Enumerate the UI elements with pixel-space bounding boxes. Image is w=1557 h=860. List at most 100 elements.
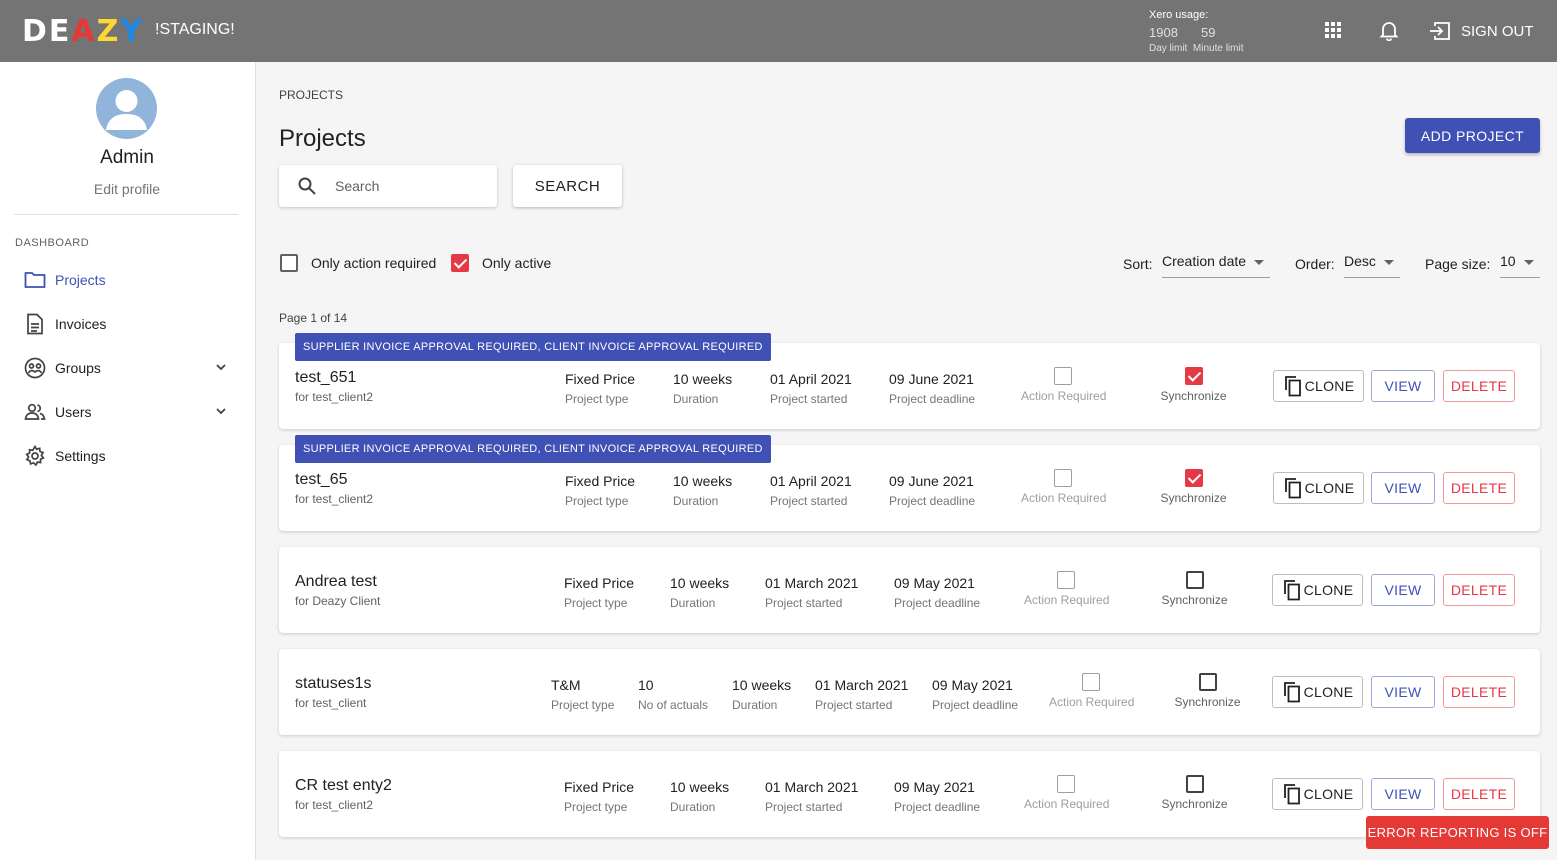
synchronize-toggle[interactable]: Synchronize [1160,367,1227,403]
sidebar-item-invoices[interactable]: Invoices [0,304,254,344]
action-required-toggle[interactable]: Action Required [1021,367,1106,403]
filter-active-label: Only active [482,255,552,271]
project-client: for test_client2 [295,798,374,812]
project-card[interactable]: SUPPLIER INVOICE APPROVAL REQUIRED, CLIE… [279,435,1540,531]
folder-icon [24,269,46,291]
project-started: 01 April 2021 Project started [770,371,852,406]
sign-out-label: SIGN OUT [1461,22,1534,40]
synchronize-toggle[interactable]: Synchronize [1160,469,1227,505]
sidebar-item-label: Users [55,404,92,420]
breadcrumb: PROJECTS [279,88,344,102]
page-size-select[interactable]: 10 [1500,253,1540,278]
view-button[interactable]: VIEW [1371,574,1435,606]
delete-button[interactable]: DELETE [1443,778,1515,810]
clone-button[interactable]: CLONE [1272,778,1363,810]
xero-day-value: 1908 [1149,25,1178,40]
clone-button[interactable]: CLONE [1273,472,1364,504]
action-required-checkbox[interactable] [1082,673,1100,691]
project-started: 01 March 2021 Project started [765,575,859,610]
delete-button[interactable]: DELETE [1443,370,1515,402]
synchronize-checkbox[interactable] [1198,673,1217,691]
synchronize-toggle[interactable]: Synchronize [1174,673,1241,709]
error-reporting-button[interactable]: ERROR REPORTING IS OFF [1366,816,1549,849]
synchronize-checkbox[interactable] [1185,775,1204,793]
environment-label: !STAGING! [155,21,235,38]
project-client: for Deazy Client [295,594,381,608]
project-card[interactable]: SUPPLIER INVOICE APPROVAL REQUIRED, CLIE… [279,333,1540,429]
dropdown-arrow-icon [1384,260,1394,265]
sidebar-item-settings[interactable]: Settings [0,436,254,476]
synchronize-checkbox[interactable] [1185,571,1204,589]
filter-action-required[interactable]: Only action required [280,253,436,273]
order-select[interactable]: Desc [1344,253,1400,278]
project-client: for test_client [295,696,367,710]
project-started: 01 April 2021 Project started [770,473,852,508]
view-button[interactable]: VIEW [1371,472,1435,504]
action-required-checkbox[interactable] [1057,775,1075,793]
view-button[interactable]: VIEW [1371,370,1435,402]
project-card[interactable]: statuses1s for test_client T&M Project ty… [279,649,1540,735]
page-size-value: 10 [1500,253,1516,269]
project-card[interactable]: Andrea test for Deazy Client Fixed Price… [279,547,1540,633]
clone-button[interactable]: CLONE [1273,370,1364,402]
users-icon [24,401,46,423]
delete-button[interactable]: DELETE [1443,472,1515,504]
project-duration: 10 weeks Duration [670,779,730,814]
action-required-toggle[interactable]: Action Required [1021,469,1106,505]
edit-profile-link[interactable]: Edit profile [93,181,161,197]
project-client: for test_client2 [295,390,374,404]
order-label: Order: [1295,256,1335,272]
copy-icon [1284,376,1301,397]
delete-button[interactable]: DELETE [1443,676,1515,708]
search-input[interactable] [335,175,485,197]
copy-icon [1284,478,1301,499]
chevron-down-icon[interactable] [214,360,228,374]
synchronize-toggle[interactable]: Synchronize [1161,775,1228,811]
synchronize-checkbox[interactable] [1184,469,1203,487]
sidebar-item-projects[interactable]: Projects [0,260,254,300]
xero-minute-label: Minute limit [1192,43,1244,54]
apps-grid-icon[interactable] [1323,20,1343,40]
project-actuals: 10 No of actuals [638,677,709,712]
project-card[interactable]: CR test enty2 for test_client2 Fixed Pri… [279,751,1540,837]
synchronize-checkbox[interactable] [1184,367,1203,385]
filter-only-active[interactable]: Only active [451,253,551,273]
only-active-checkbox[interactable] [451,254,469,272]
project-deadline: 09 June 2021 Project deadline [889,371,976,406]
sidebar-item-groups[interactable]: Groups [0,348,254,388]
action-required-checkbox[interactable] [1054,367,1072,385]
project-type: T&M Project type [551,677,615,712]
project-client: for test_client2 [295,492,374,506]
chevron-down-icon[interactable] [214,404,228,418]
action-required-toggle[interactable]: Action Required [1024,775,1109,811]
avatar[interactable] [96,78,157,139]
xero-usage-values: 1908 59 [1149,25,1215,40]
action-required-checkbox[interactable] [1054,469,1072,487]
view-button[interactable]: VIEW [1371,676,1435,708]
approval-badge: SUPPLIER INVOICE APPROVAL REQUIRED, CLIE… [295,435,771,463]
action-required-toggle[interactable]: Action Required [1024,571,1109,607]
project-name: test_65 [295,471,348,488]
clone-button[interactable]: CLONE [1272,676,1363,708]
project-deadline: 09 June 2021 Project deadline [889,473,976,508]
project-duration: 10 weeks Duration [670,575,730,610]
sidebar-item-label: Groups [55,360,101,376]
delete-button[interactable]: DELETE [1443,574,1515,606]
action-required-toggle[interactable]: Action Required [1049,673,1134,709]
synchronize-toggle[interactable]: Synchronize [1161,571,1228,607]
sidebar-item-label: Projects [55,272,106,288]
action-required-checkbox[interactable] [280,254,298,272]
project-duration: 10 weeks Duration [673,473,733,508]
clone-button[interactable]: CLONE [1272,574,1363,606]
deazy-logo[interactable]: DEAZY [22,14,145,49]
sidebar-item-users[interactable]: Users [0,392,254,432]
notifications-bell-icon[interactable] [1379,19,1399,42]
sort-label: Sort: [1123,256,1153,272]
sign-out-button[interactable]: SIGN OUT [1428,18,1534,44]
action-required-checkbox[interactable] [1057,571,1075,589]
search-button[interactable]: SEARCH [513,165,622,207]
view-button[interactable]: VIEW [1371,778,1435,810]
project-deadline: 09 May 2021 Project deadline [932,677,1019,712]
add-project-button[interactable]: ADD PROJECT [1405,118,1540,153]
sort-select[interactable]: Creation date [1162,253,1270,278]
